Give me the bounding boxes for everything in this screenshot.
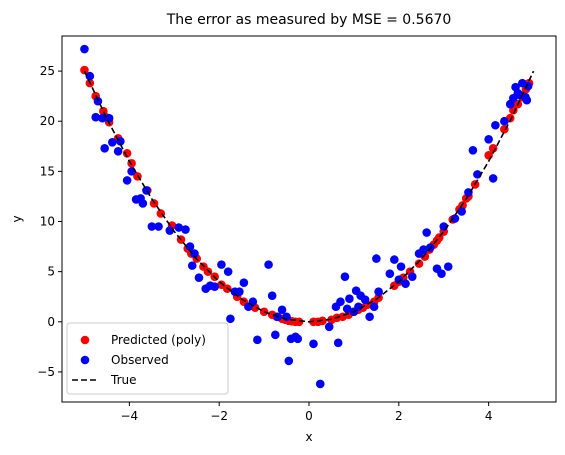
true-series <box>83 70 535 323</box>
observed-point <box>98 113 107 123</box>
observed-point <box>390 255 399 264</box>
legend-swatch-predicted-poly <box>80 335 90 345</box>
observed-point <box>457 207 466 216</box>
observed-point <box>396 262 406 271</box>
predicted-poly-point <box>203 267 213 276</box>
observed-point <box>468 146 478 155</box>
observed-point <box>267 291 277 301</box>
observed-point <box>210 282 219 291</box>
y-axis-label: y <box>10 215 24 222</box>
observed-point <box>345 294 354 304</box>
predicted-poly-point <box>80 65 89 75</box>
predicted-poly-point <box>414 259 424 268</box>
observed-point <box>333 338 343 348</box>
legend: Predicted (poly) Observed True <box>66 322 229 395</box>
predicted-poly-point <box>488 144 498 153</box>
observed-point <box>264 260 273 269</box>
observed-point <box>284 356 294 366</box>
observed-point <box>100 144 109 153</box>
observed-point <box>217 260 226 269</box>
observed-point <box>340 272 350 281</box>
observed-point <box>223 267 233 276</box>
observed-point <box>174 223 184 232</box>
plot-area <box>80 44 535 389</box>
y-tick-label: 25 <box>40 64 55 78</box>
chart-title: The error as measured by MSE = 0.5670 <box>166 12 452 28</box>
legend-label-observed: Observed <box>111 353 169 367</box>
y-tick-label: 15 <box>40 164 55 178</box>
x-tick-label: −4 <box>121 409 139 423</box>
observed-point <box>226 314 235 324</box>
observed-point <box>85 71 95 81</box>
observed-point <box>187 261 197 270</box>
observed-point <box>450 214 460 223</box>
observed-point <box>194 273 204 282</box>
observed-point <box>104 113 114 123</box>
observed-point <box>437 269 446 278</box>
y-tick-label: 0 <box>47 315 55 329</box>
observed-point <box>122 176 132 185</box>
y-tick-label: 20 <box>40 114 55 128</box>
observed-point <box>309 339 318 349</box>
observed-point <box>181 225 190 234</box>
y-axis: −5 0 5 10 15 20 25 <box>37 64 62 379</box>
observed-point <box>154 222 163 231</box>
observed-point <box>369 302 379 312</box>
x-tick-label: −2 <box>210 409 228 423</box>
x-tick-label: 2 <box>395 409 403 423</box>
observed-point <box>488 174 498 183</box>
x-tick-label: 0 <box>305 409 313 423</box>
legend-label-predicted-poly: Predicted (poly) <box>111 333 206 347</box>
observed-point <box>385 269 395 278</box>
x-tick-label: 4 <box>485 409 493 423</box>
observed-point <box>401 279 410 288</box>
predicted-poly-series <box>80 65 534 327</box>
legend-box <box>66 322 229 395</box>
observed-point <box>372 254 381 263</box>
observed-point <box>336 297 345 307</box>
true-curve-line <box>83 70 535 323</box>
observed-point <box>315 379 325 389</box>
legend-swatch-observed <box>80 355 90 365</box>
observed-point <box>235 287 244 297</box>
predicted-poly-point <box>294 317 304 327</box>
observed-point <box>422 228 431 237</box>
y-tick-label: 5 <box>47 265 55 279</box>
x-axis: −4 −2 0 2 4 <box>121 402 493 423</box>
observed-point <box>342 304 352 314</box>
observed-point <box>365 312 374 322</box>
observed-point <box>147 222 157 231</box>
x-axis-label: x <box>305 430 312 444</box>
observed-point <box>419 245 428 254</box>
observed-point <box>484 134 493 144</box>
observed-point <box>293 334 303 344</box>
observed-point <box>113 147 123 156</box>
observed-point <box>138 199 148 208</box>
observed-point <box>80 44 89 54</box>
observed-point <box>407 272 417 281</box>
y-tick-label: −5 <box>37 365 55 379</box>
observed-point <box>360 295 370 305</box>
legend-label-true: True <box>110 373 137 387</box>
observed-point <box>185 242 195 251</box>
observed-point <box>277 305 287 315</box>
observed-point <box>91 112 100 122</box>
observed-point <box>491 120 500 130</box>
observed-point <box>271 330 280 340</box>
observed-point <box>500 116 509 126</box>
observed-point <box>190 249 199 258</box>
observed-point <box>522 95 532 105</box>
predicted-poly-point <box>259 307 269 317</box>
observed-point <box>394 275 404 284</box>
observed-point <box>239 278 249 287</box>
predicted-poly-point <box>122 149 132 158</box>
observed-point <box>443 262 453 271</box>
observed-point <box>324 322 334 332</box>
y-tick-label: 10 <box>40 215 55 229</box>
observed-point <box>374 287 383 297</box>
observed-point <box>253 335 262 345</box>
observed-point <box>108 137 117 147</box>
